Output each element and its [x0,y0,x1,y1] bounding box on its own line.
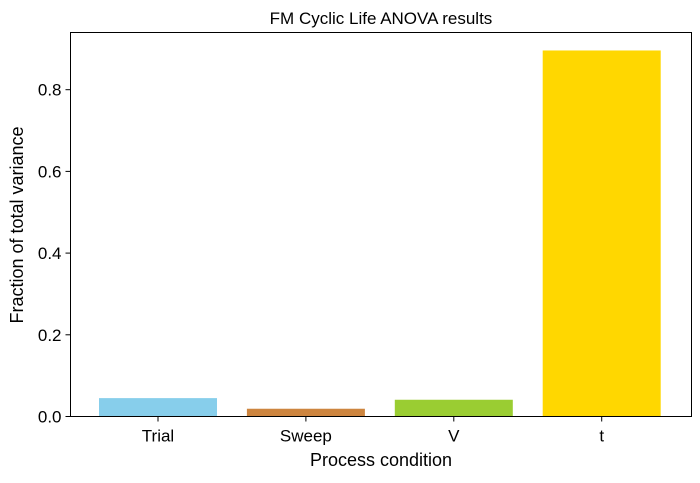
y-tick-label: 0.4 [38,244,62,263]
x-tick-label: Trial [142,427,174,446]
y-tick-label: 0.8 [38,81,62,100]
y-tick-label: 0.2 [38,326,62,345]
bar-v [394,399,513,417]
plot-frame [70,32,692,417]
bar-t [542,50,661,417]
y-tick-label: 0.6 [38,162,62,181]
x-tick-label: t [599,427,604,446]
chart-title: FM Cyclic Life ANOVA results [270,9,493,28]
bar-sweep [246,408,365,417]
x-axis-label: Process condition [310,450,452,470]
bars-group [99,50,661,417]
x-tick-label: V [448,427,460,446]
x-tick-label: Sweep [280,427,332,446]
y-tick-label: 0.0 [38,408,62,427]
y-axis-ticks: 0.0 0.2 0.4 0.6 0.8 [38,81,71,427]
bar-trial [99,398,217,417]
y-axis-label: Fraction of total variance [7,126,27,323]
